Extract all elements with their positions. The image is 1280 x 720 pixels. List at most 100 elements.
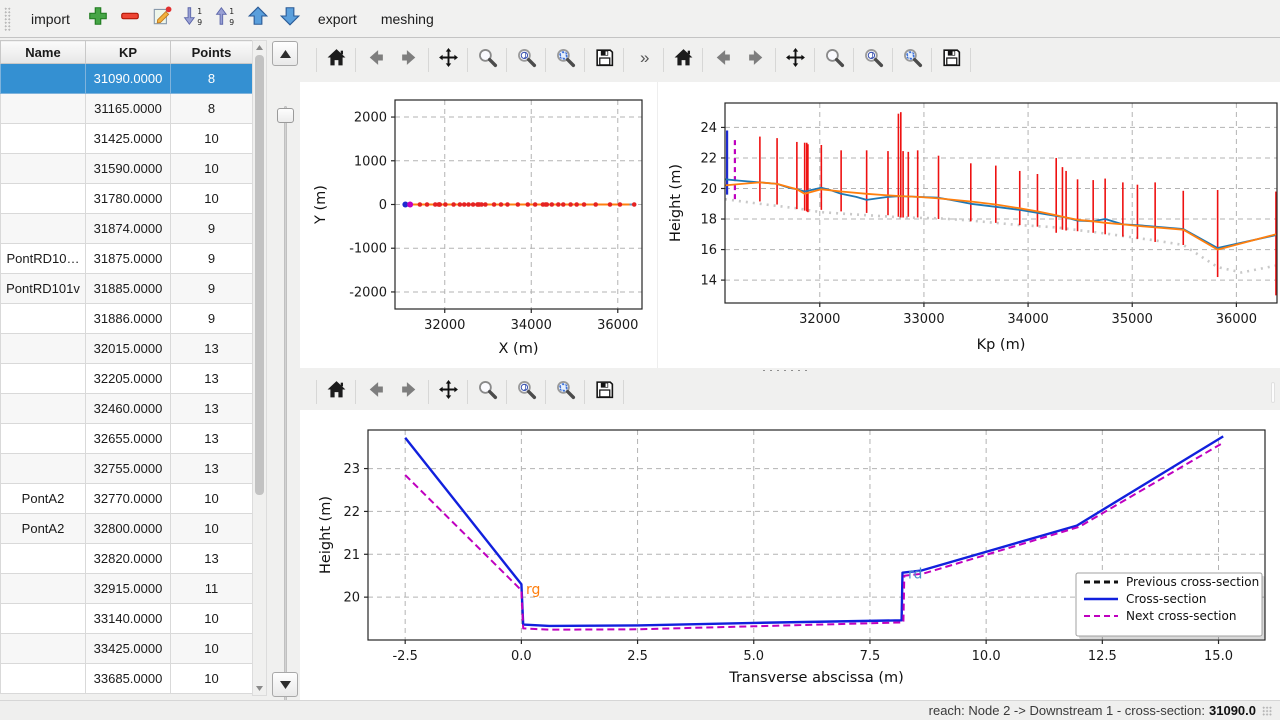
table-cell[interactable]: 13 <box>170 393 253 424</box>
plan-plot-forward-button[interactable] <box>394 45 424 75</box>
table-cell[interactable] <box>0 393 86 424</box>
resize-grip[interactable] <box>1262 705 1272 716</box>
table-cell[interactable]: PontRD101v <box>0 273 86 304</box>
table-cell[interactable]: PontA2 <box>0 483 86 514</box>
cross-section-plot-forward-button[interactable] <box>394 377 424 407</box>
meshing-button[interactable]: meshing <box>380 10 434 27</box>
table-row[interactable]: 32015.0000 13 <box>0 333 253 364</box>
cross-section-plot[interactable]: -2.5 0.0 2.5 5.0 7.5 10.0 12.5 15.0 20 21 22 23 Tran… <box>300 410 1280 700</box>
table-row[interactable]: 32755.0000 13 <box>0 453 253 484</box>
column-header-kp[interactable]: KP <box>85 40 171 64</box>
table-row[interactable]: 33685.0000 10 <box>0 663 253 694</box>
table-cell[interactable]: 8 <box>170 93 253 124</box>
profile-plot-zoom-fit-button[interactable] <box>897 45 927 75</box>
table-cell[interactable]: 31425.0000 <box>85 123 171 154</box>
table-cell[interactable]: 32015.0000 <box>85 333 171 364</box>
table-cell[interactable]: PontA2 <box>0 513 86 544</box>
table-row[interactable]: 31780.0000 10 <box>0 183 253 214</box>
table-cell[interactable] <box>0 123 86 154</box>
table-cell[interactable] <box>0 213 86 244</box>
table-cell[interactable]: 31780.0000 <box>85 183 171 214</box>
table-row[interactable]: PontA2 32770.0000 10 <box>0 483 253 514</box>
table-scrollbar-thumb[interactable] <box>255 55 264 495</box>
table-scrollbar[interactable] <box>252 40 267 696</box>
table-cell[interactable]: 9 <box>170 243 253 274</box>
remove-cross-section-button[interactable] <box>114 3 146 35</box>
table-row[interactable]: 32820.0000 13 <box>0 543 253 574</box>
table-cell[interactable]: 10 <box>170 153 253 184</box>
table-cell[interactable]: 13 <box>170 333 253 364</box>
table-cell[interactable]: 33425.0000 <box>85 633 171 664</box>
table-row[interactable]: PontRD101v 31885.0000 9 <box>0 273 253 304</box>
table-cell[interactable]: 31090.0000 <box>85 63 171 94</box>
table-cell[interactable]: 11 <box>170 573 253 604</box>
toolbar-overflow-chevron[interactable]: » <box>640 48 650 67</box>
vertical-splitter-handle[interactable] <box>1271 382 1275 403</box>
plan-view-plot[interactable]: 32000 34000 36000 -2000 -1000 0 1000 2000 X (m) Y… <box>300 82 658 368</box>
table-cell[interactable]: 31165.0000 <box>85 93 171 124</box>
table-cell[interactable]: 13 <box>170 423 253 454</box>
column-header-name[interactable]: Name <box>0 40 86 64</box>
table-row[interactable]: 31090.0000 8 <box>0 63 253 94</box>
cross-sections-table[interactable]: Name KP Points 31090.0000 8 31165.0000 8 31425… <box>0 40 253 694</box>
cross-section-plot-zoom-fit-button[interactable] <box>550 377 580 407</box>
table-row[interactable]: 33140.0000 10 <box>0 603 253 634</box>
table-cell[interactable] <box>0 543 86 574</box>
edit-cross-section-button[interactable] <box>146 3 178 35</box>
table-cell[interactable]: 32820.0000 <box>85 543 171 574</box>
move-down-button[interactable] <box>274 3 306 35</box>
slider-handle[interactable] <box>277 108 294 123</box>
table-row[interactable]: PontA2 32800.0000 10 <box>0 513 253 544</box>
table-cell[interactable] <box>0 573 86 604</box>
plan-plot-pan-button[interactable] <box>433 45 463 75</box>
table-cell[interactable]: 8 <box>170 63 253 94</box>
column-header-points[interactable]: Points <box>170 40 253 64</box>
table-cell[interactable]: 10 <box>170 633 253 664</box>
table-cell[interactable]: 33140.0000 <box>85 603 171 634</box>
cross-section-plot-save-button[interactable] <box>589 377 619 407</box>
profile-plot-zoom-one-button[interactable]: 1 <box>858 45 888 75</box>
export-button[interactable]: export <box>317 10 357 27</box>
table-row[interactable]: 31874.0000 9 <box>0 213 253 244</box>
cross-section-plot-back-button[interactable] <box>360 377 390 407</box>
table-cell[interactable]: 31885.0000 <box>85 273 171 304</box>
profile-plot-save-button[interactable] <box>936 45 966 75</box>
table-cell[interactable]: 10 <box>170 123 253 154</box>
table-cell[interactable] <box>0 423 86 454</box>
table-cell[interactable]: 32800.0000 <box>85 513 171 544</box>
plan-plot-back-button[interactable] <box>360 45 390 75</box>
plan-plot-zoom-fit-button[interactable] <box>550 45 580 75</box>
table-cell[interactable]: 31590.0000 <box>85 153 171 184</box>
table-cell[interactable]: 13 <box>170 363 253 394</box>
import-button[interactable]: import <box>31 10 70 27</box>
move-up-button[interactable] <box>242 3 274 35</box>
table-cell[interactable]: 10 <box>170 483 253 514</box>
table-row[interactable]: 32915.0000 11 <box>0 573 253 604</box>
table-cell[interactable] <box>0 93 86 124</box>
table-row[interactable]: 31425.0000 10 <box>0 123 253 154</box>
scrollbar-down-icon[interactable] <box>253 682 266 695</box>
table-cell[interactable]: 13 <box>170 543 253 574</box>
cross-section-plot-zoom-button[interactable] <box>472 377 502 407</box>
add-cross-section-button[interactable] <box>82 3 114 35</box>
table-cell[interactable]: 33685.0000 <box>85 663 171 694</box>
table-cell[interactable] <box>0 153 86 184</box>
table-cell[interactable]: 10 <box>170 513 253 544</box>
table-cell[interactable]: 32205.0000 <box>85 363 171 394</box>
profile-plot-pan-button[interactable] <box>780 45 810 75</box>
table-row[interactable]: 31590.0000 10 <box>0 153 253 184</box>
table-row[interactable]: 31165.0000 8 <box>0 93 253 124</box>
profile-plot-zoom-button[interactable] <box>819 45 849 75</box>
table-cell[interactable]: 32755.0000 <box>85 453 171 484</box>
plan-plot-zoom-button[interactable] <box>472 45 502 75</box>
slider-down-button[interactable] <box>272 672 298 697</box>
slider-up-button[interactable] <box>272 41 298 66</box>
plan-plot-home-button[interactable] <box>321 45 351 75</box>
table-row[interactable]: 33425.0000 10 <box>0 633 253 664</box>
table-cell[interactable]: 10 <box>170 663 253 694</box>
table-cell[interactable] <box>0 663 86 694</box>
table-cell[interactable]: 32460.0000 <box>85 393 171 424</box>
horizontal-splitter[interactable] <box>300 368 1280 373</box>
table-cell[interactable]: 32770.0000 <box>85 483 171 514</box>
table-row[interactable]: 31886.0000 9 <box>0 303 253 334</box>
